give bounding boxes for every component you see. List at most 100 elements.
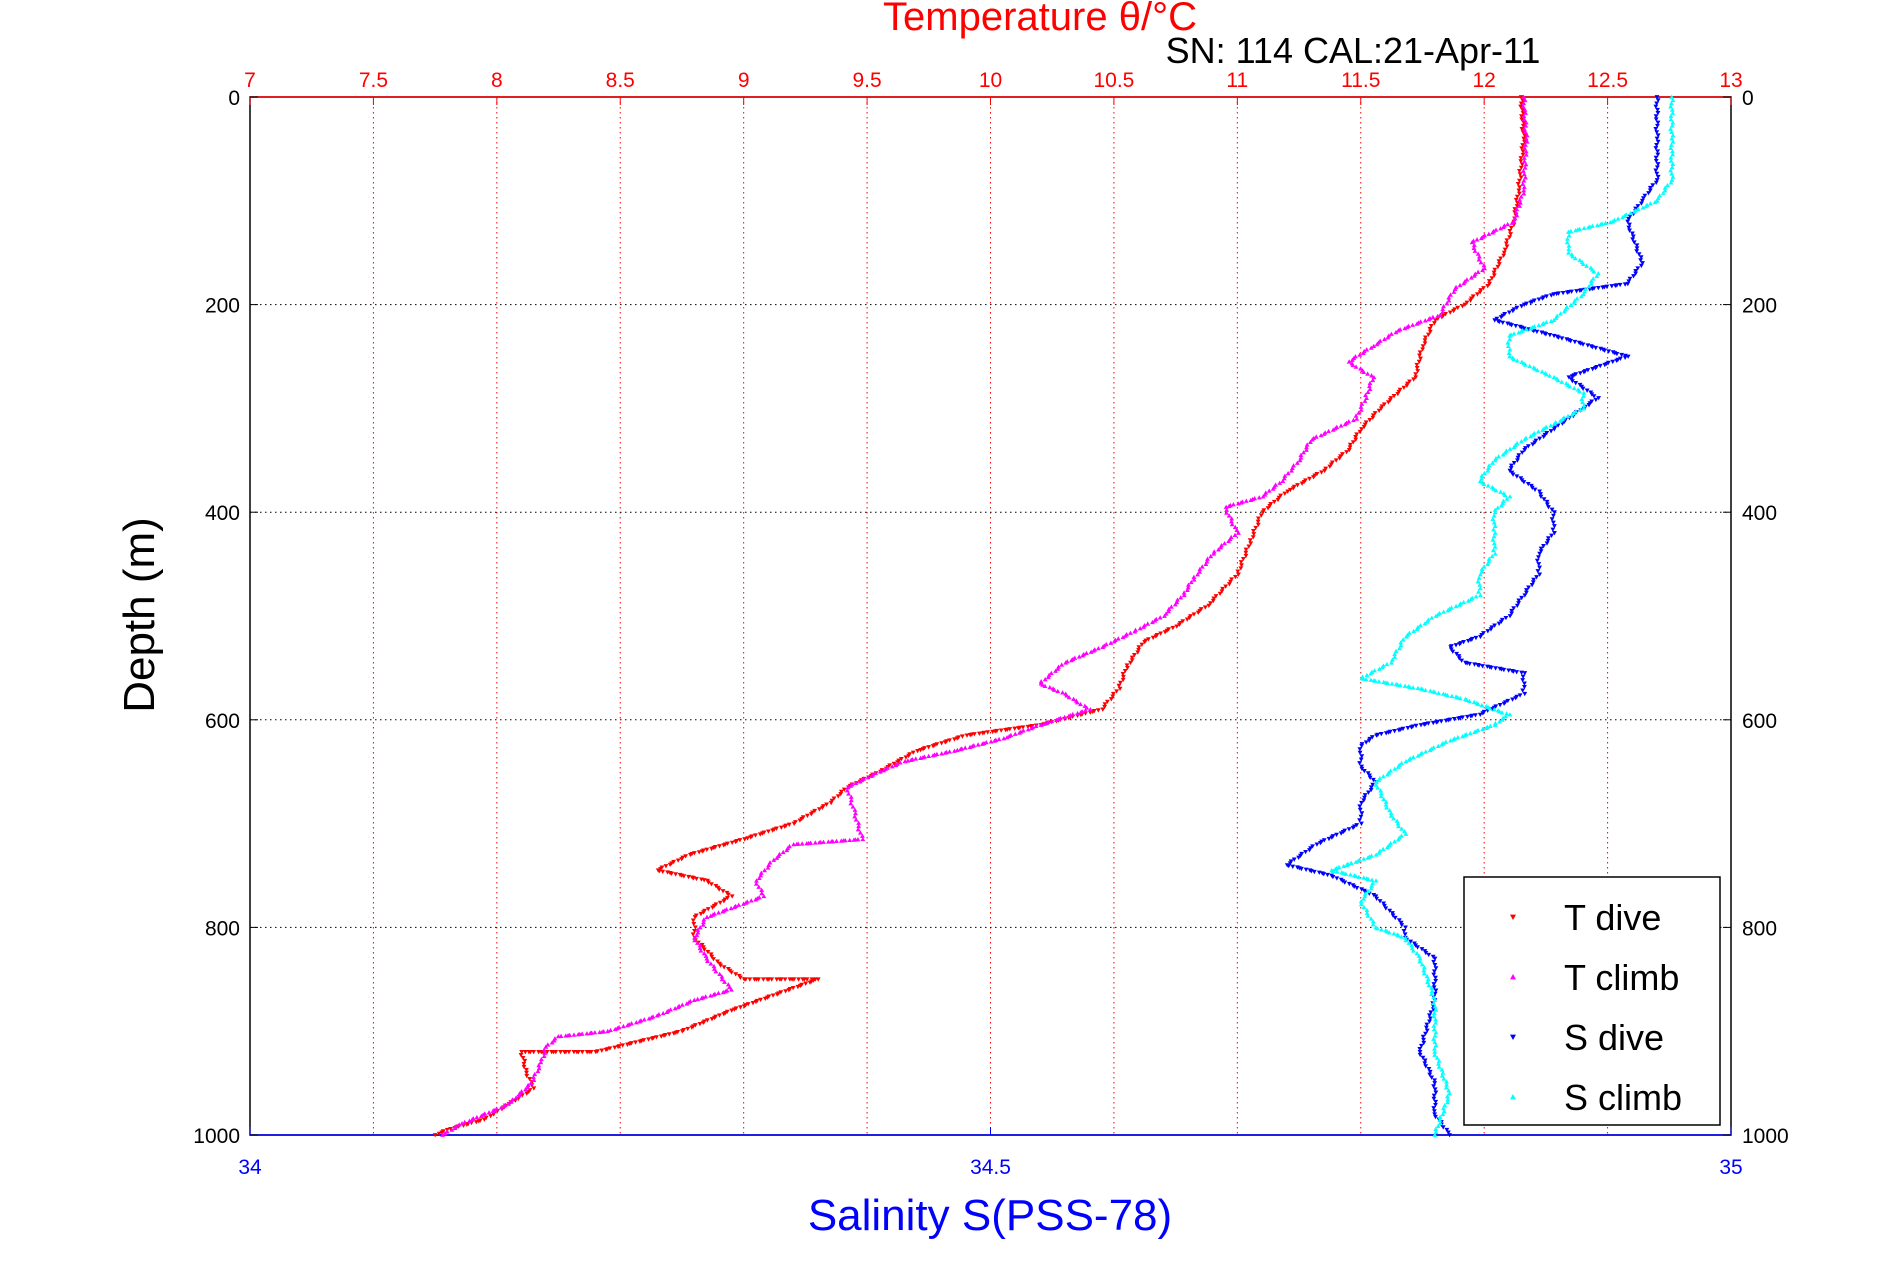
data-point [1627, 222, 1632, 227]
data-point [1610, 359, 1616, 365]
data-point [1362, 422, 1368, 427]
data-point [1544, 541, 1550, 546]
bottom-axis-tick-label: 34 [238, 1156, 262, 1179]
data-point [729, 970, 734, 975]
data-point [1440, 1070, 1446, 1075]
data-point [1534, 575, 1539, 580]
data-point [1326, 836, 1332, 842]
data-point [1540, 321, 1545, 327]
data-point [848, 794, 854, 799]
data-point [1250, 535, 1256, 540]
data-point [1431, 1084, 1437, 1089]
data-point [774, 855, 780, 860]
data-point [824, 802, 829, 807]
data-point [1578, 407, 1583, 412]
data-point [1653, 114, 1659, 119]
data-point [1333, 458, 1339, 463]
data-point [1668, 104, 1674, 109]
data-point [1627, 276, 1633, 282]
data-point [1432, 1132, 1438, 1137]
data-point [1491, 273, 1497, 278]
data-point [1066, 694, 1072, 700]
data-point [1638, 258, 1644, 263]
series-t-climb [440, 94, 1530, 1137]
data-point [498, 1105, 504, 1110]
data-point [1433, 975, 1438, 981]
data-point [1514, 305, 1520, 311]
data-point [1581, 406, 1587, 411]
data-point [1415, 945, 1420, 950]
data-point [1523, 136, 1529, 141]
data-point [1038, 722, 1044, 727]
data-point [1501, 253, 1507, 258]
data-point [1369, 883, 1375, 888]
data-point [1521, 168, 1526, 173]
data-point [1494, 316, 1500, 322]
data-point [1521, 155, 1527, 160]
data-point [1368, 886, 1374, 891]
data-point [1451, 308, 1456, 314]
data-point [1528, 300, 1534, 305]
data-point [1358, 404, 1364, 409]
data-point [521, 1061, 527, 1067]
data-point [1446, 1088, 1452, 1093]
data-point [1388, 813, 1394, 818]
data-point [1544, 502, 1550, 507]
data-point [1403, 634, 1409, 639]
data-point [1613, 283, 1618, 289]
data-point [1485, 283, 1491, 289]
data-point [1382, 903, 1387, 909]
data-point [1364, 672, 1370, 678]
data-point [1344, 862, 1350, 868]
data-point [1354, 823, 1360, 828]
data-point [1427, 1069, 1433, 1075]
data-point [694, 876, 699, 882]
data-point [1304, 447, 1309, 452]
data-point [1523, 362, 1528, 367]
data-point [1551, 520, 1556, 525]
data-point [829, 839, 834, 844]
data-point [1025, 727, 1031, 732]
data-point [1431, 1000, 1437, 1006]
data-point [1520, 674, 1526, 679]
data-point [1236, 572, 1241, 577]
data-point [1545, 538, 1551, 544]
data-point [1574, 289, 1579, 294]
data-point [1547, 373, 1553, 378]
data-point [1492, 457, 1498, 463]
data-point [1501, 250, 1507, 256]
top-axis-tick-label: 7 [244, 69, 256, 92]
data-point [960, 734, 965, 739]
data-point [1551, 374, 1557, 380]
data-point [1465, 638, 1471, 644]
data-point [1282, 473, 1288, 478]
data-point [516, 1093, 522, 1098]
data-point [1520, 181, 1526, 186]
data-point [536, 1050, 542, 1055]
data-point [526, 1050, 532, 1055]
data-point [1626, 279, 1632, 284]
data-point [1573, 381, 1579, 386]
data-point [1486, 279, 1492, 284]
data-point [1378, 731, 1384, 737]
data-point [1444, 301, 1450, 306]
data-point [1423, 1031, 1428, 1037]
data-point [1238, 500, 1244, 505]
data-point [1217, 591, 1223, 597]
data-point [1334, 869, 1340, 874]
data-point [926, 753, 932, 759]
data-point [1590, 367, 1596, 372]
data-point [1379, 664, 1385, 670]
data-point [671, 859, 677, 865]
data-point [1424, 1022, 1430, 1027]
data-point [1368, 787, 1374, 793]
data-point [1517, 178, 1522, 184]
data-point [897, 760, 903, 765]
data-point [846, 791, 852, 796]
data-point [954, 747, 960, 753]
data-point [1087, 710, 1093, 715]
data-point [1410, 685, 1416, 690]
data-point [1446, 295, 1452, 300]
data-point [1270, 486, 1276, 491]
data-point [1491, 527, 1496, 532]
